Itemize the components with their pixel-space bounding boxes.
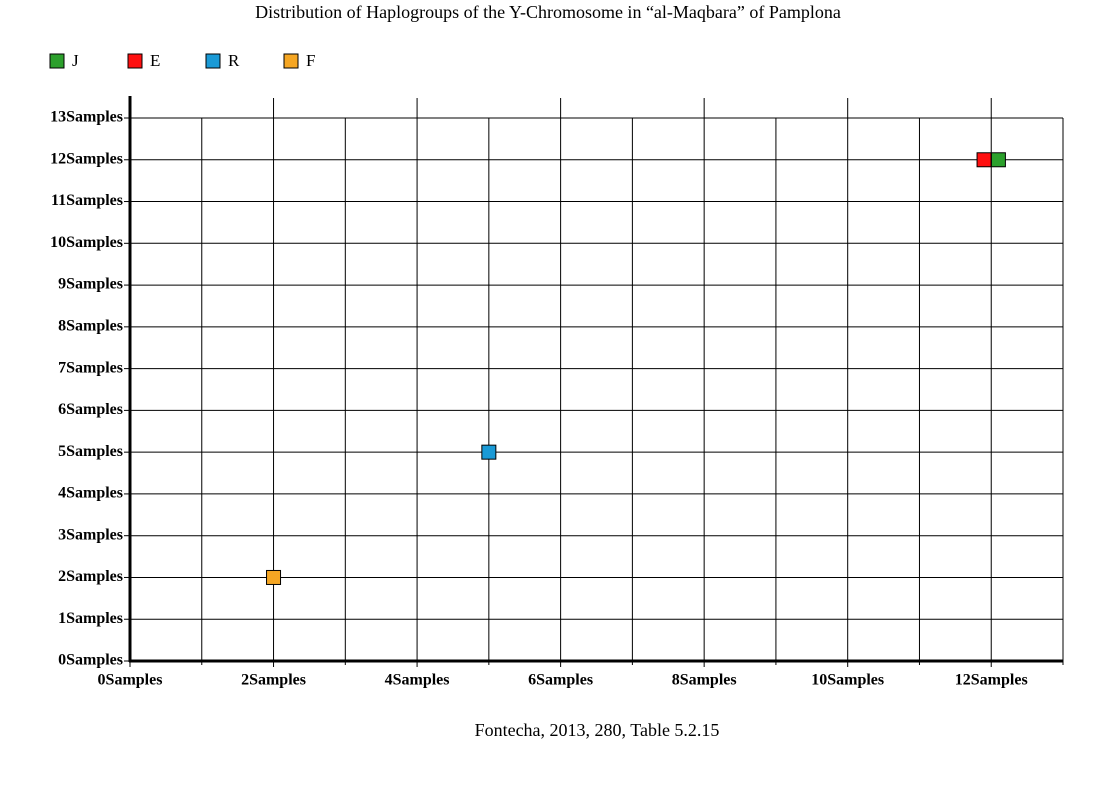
- y-tick-label: 3Samples: [58, 526, 123, 543]
- point: [266, 569, 282, 585]
- x-tick-label: 8Samples: [672, 672, 737, 689]
- y-tick-label: 1Samples: [58, 610, 123, 627]
- legend-label: F: [306, 51, 315, 70]
- point: [990, 152, 1006, 168]
- x-tick-label: 2Samples: [241, 672, 306, 689]
- source-note: Fontecha, 2013, 280, Table 5.2.15: [475, 720, 720, 740]
- chart-title: Distribution of Haplogroups of the Y-Chr…: [255, 2, 841, 22]
- y-tick-label: 2Samples: [58, 568, 123, 585]
- legend-label: E: [150, 51, 160, 70]
- legend-swatch: [283, 53, 299, 69]
- y-tick-label: 4Samples: [58, 485, 123, 502]
- legend-swatch: [127, 53, 143, 69]
- legend-swatch: [49, 53, 65, 69]
- legend-label: J: [72, 51, 79, 70]
- y-tick-label: 12Samples: [50, 150, 123, 167]
- y-tick-label: 11Samples: [51, 192, 123, 209]
- x-tick-label: 12Samples: [955, 672, 1028, 689]
- x-tick-label: 4Samples: [385, 672, 450, 689]
- x-tick-label: 10Samples: [811, 672, 884, 689]
- y-tick-label: 9Samples: [58, 276, 123, 293]
- y-tick-label: 7Samples: [58, 359, 123, 376]
- legend-swatch: [205, 53, 221, 69]
- y-tick-label: 13Samples: [50, 109, 123, 126]
- x-tick-label: 6Samples: [528, 672, 593, 689]
- legend-label: R: [228, 51, 240, 70]
- y-tick-label: 10Samples: [50, 234, 123, 251]
- y-tick-label: 5Samples: [58, 443, 123, 460]
- y-tick-label: 8Samples: [58, 318, 123, 335]
- point: [481, 444, 497, 460]
- x-tick-label: 0Samples: [98, 672, 163, 689]
- y-tick-label: 6Samples: [58, 401, 123, 418]
- point: [976, 152, 992, 168]
- y-tick-label: 0Samples: [58, 652, 123, 669]
